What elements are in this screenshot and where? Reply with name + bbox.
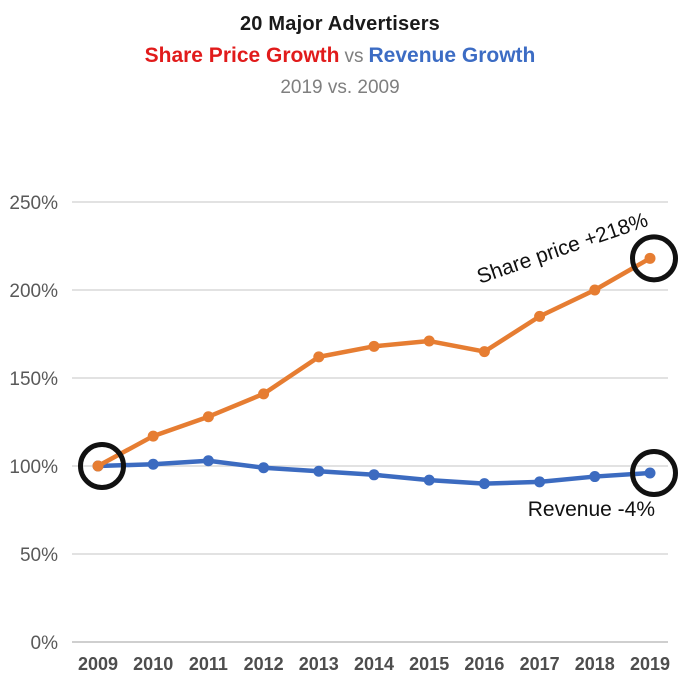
data-point-marker: [534, 310, 546, 322]
data-point-marker: [147, 430, 159, 442]
y-axis-tick-label: 0%: [31, 633, 59, 654]
revenue-annotation: Revenue -4%: [527, 498, 655, 521]
highlight-circle: [630, 234, 678, 283]
subtitle-revenue-growth: Revenue Growth: [368, 44, 536, 67]
x-axis-tick-label: 2010: [133, 654, 173, 674]
y-axis-tick-label: 50%: [20, 545, 58, 566]
data-point-marker: [258, 462, 270, 474]
data-point-marker: [92, 460, 104, 472]
data-point-marker: [202, 411, 214, 423]
y-axis-tick-label: 150%: [9, 369, 58, 390]
x-axis-tick-label: 2013: [299, 654, 339, 674]
x-axis-tick-label: 2015: [409, 654, 449, 674]
data-point-marker: [644, 252, 656, 264]
data-point-marker: [202, 455, 214, 467]
x-axis-tick-label: 2014: [354, 654, 394, 674]
data-point-marker: [478, 346, 490, 358]
x-axis-tick-label: 2017: [520, 654, 560, 674]
data-point-marker: [147, 458, 159, 470]
line-chart-canvas: 0% 50% 100% 150% 200% 250% 2009 2010 2011 2012 201…: [9, 193, 678, 674]
highlight-circle: [630, 449, 678, 498]
data-point-marker: [368, 340, 380, 352]
data-point-marker: [644, 467, 656, 479]
chart-subtitle: Share Price Growth vs Revenue Growth: [0, 44, 680, 68]
x-axis-tick-label: 2019: [630, 654, 670, 674]
x-axis-tick-label: 2009: [78, 654, 118, 674]
chart-title: 20 Major Advertisers: [239, 13, 440, 35]
x-axis-tick-label: 2018: [575, 654, 615, 674]
x-axis-tick-label: 2012: [244, 654, 284, 674]
subtitle-vs: vs: [344, 46, 364, 67]
data-point-marker: [589, 471, 601, 483]
highlight-circle: [78, 442, 126, 490]
data-point-marker: [313, 465, 325, 477]
subtitle-share-price-growth: Share Price Growth: [144, 44, 340, 67]
data-point-marker: [313, 351, 325, 363]
y-axis-tick-label: 250%: [9, 193, 58, 214]
x-axis-tick-label: 2011: [189, 654, 228, 674]
chart-period: 2019 vs. 2009: [280, 77, 400, 98]
data-point-marker: [478, 478, 490, 490]
data-point-marker: [589, 284, 601, 296]
data-point-marker: [423, 335, 435, 347]
y-axis-tick-label: 100%: [9, 457, 58, 478]
data-point-marker: [368, 469, 380, 481]
data-point-marker: [534, 476, 546, 488]
y-axis-tick-label: 200%: [9, 281, 58, 302]
data-point-marker: [423, 474, 435, 486]
x-axis-tick-label: 2016: [464, 654, 504, 674]
data-point-marker: [258, 388, 270, 400]
